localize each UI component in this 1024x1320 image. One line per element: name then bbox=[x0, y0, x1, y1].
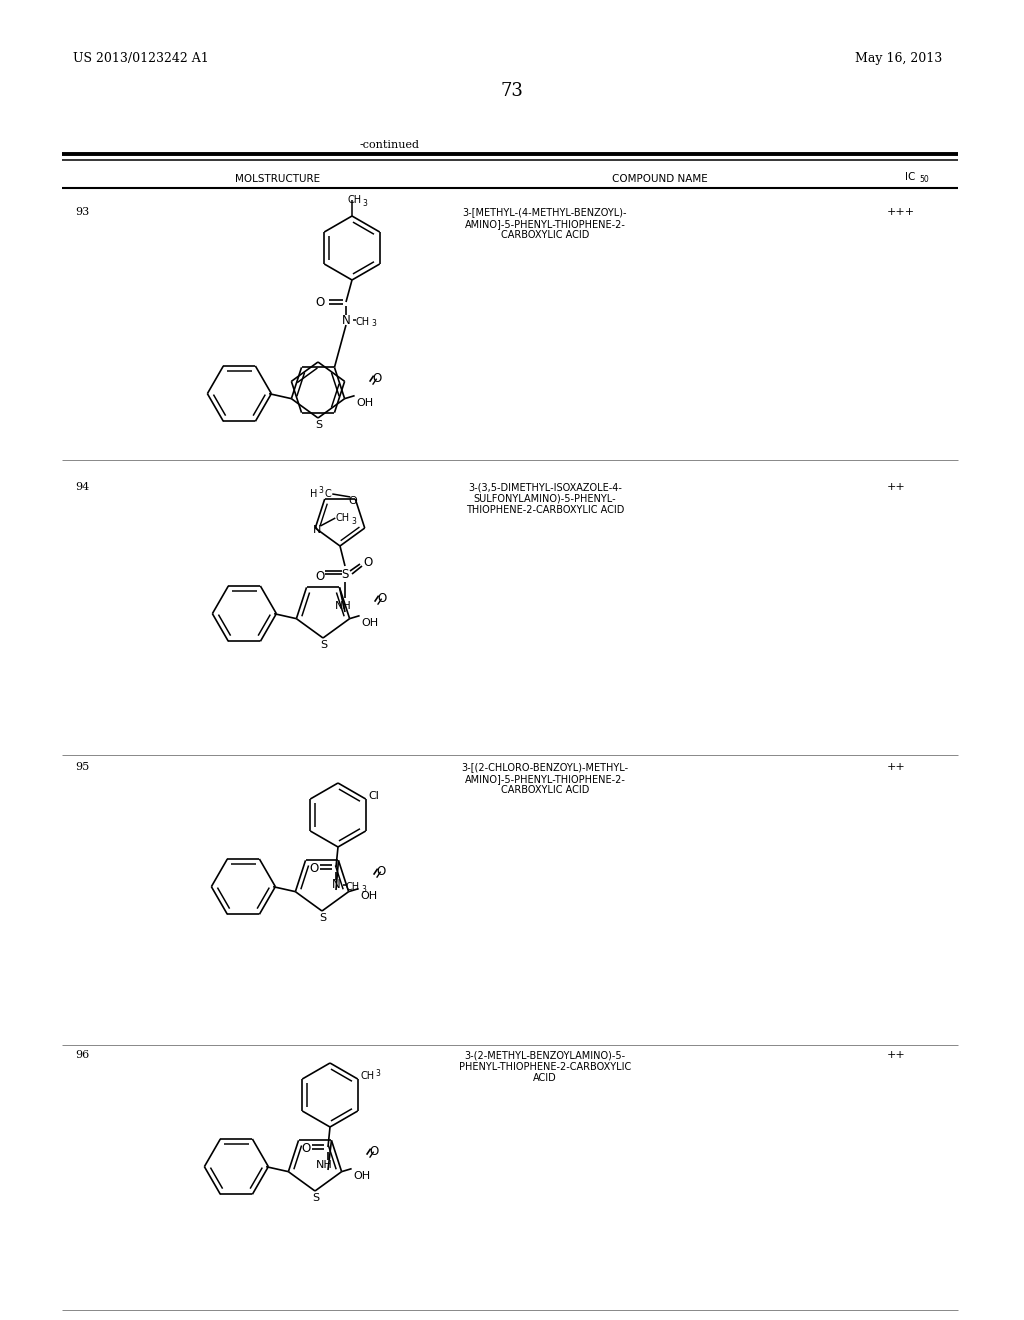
Text: 3-(2-METHYL-BENZOYLAMINO)-5-
PHENYL-THIOPHENE-2-CARBOXYLIC
ACID: 3-(2-METHYL-BENZOYLAMINO)-5- PHENYL-THIO… bbox=[459, 1049, 631, 1084]
Text: NH: NH bbox=[335, 601, 351, 611]
Text: O: O bbox=[362, 556, 373, 569]
Text: 3-[(2-CHLORO-BENZOYL)-METHYL-
AMINO]-5-PHENYL-THIOPHENE-2-
CARBOXYLIC ACID: 3-[(2-CHLORO-BENZOYL)-METHYL- AMINO]-5-P… bbox=[462, 762, 629, 795]
Text: O: O bbox=[369, 1146, 378, 1158]
Text: IC: IC bbox=[905, 172, 915, 182]
Text: ++: ++ bbox=[887, 762, 906, 772]
Text: 3: 3 bbox=[376, 1068, 381, 1077]
Text: ++: ++ bbox=[887, 482, 906, 492]
Text: NH: NH bbox=[315, 1160, 333, 1170]
Text: US 2013/0123242 A1: US 2013/0123242 A1 bbox=[73, 51, 209, 65]
Text: O: O bbox=[372, 372, 381, 385]
Text: 3: 3 bbox=[351, 516, 356, 525]
Text: O: O bbox=[315, 569, 325, 582]
Text: May 16, 2013: May 16, 2013 bbox=[855, 51, 942, 65]
Text: S: S bbox=[341, 568, 349, 581]
Text: CH: CH bbox=[356, 317, 370, 327]
Text: O: O bbox=[309, 862, 318, 874]
Text: OH: OH bbox=[353, 1171, 371, 1180]
Text: 94: 94 bbox=[75, 482, 89, 492]
Text: 93: 93 bbox=[75, 207, 89, 216]
Text: 96: 96 bbox=[75, 1049, 89, 1060]
Text: 3: 3 bbox=[318, 487, 324, 495]
Text: CH: CH bbox=[335, 513, 349, 523]
Text: N: N bbox=[332, 879, 340, 891]
Text: CH: CH bbox=[348, 195, 362, 205]
Text: H: H bbox=[310, 488, 317, 499]
Text: O: O bbox=[377, 593, 386, 605]
Text: O: O bbox=[348, 496, 356, 506]
Text: OH: OH bbox=[360, 891, 377, 900]
Text: 3: 3 bbox=[371, 319, 376, 329]
Text: 50: 50 bbox=[919, 176, 929, 183]
Text: MOLSTRUCTURE: MOLSTRUCTURE bbox=[236, 174, 321, 183]
Text: O: O bbox=[301, 1142, 310, 1155]
Text: COMPOUND NAME: COMPOUND NAME bbox=[612, 174, 708, 183]
Text: CH: CH bbox=[360, 1071, 375, 1081]
Text: -continued: -continued bbox=[360, 140, 420, 150]
Text: O: O bbox=[315, 296, 325, 309]
Text: O: O bbox=[376, 865, 385, 878]
Text: CH: CH bbox=[346, 882, 360, 892]
Text: 3: 3 bbox=[362, 198, 367, 207]
Text: S: S bbox=[312, 1193, 319, 1203]
Text: OH: OH bbox=[356, 397, 373, 408]
Text: 73: 73 bbox=[501, 82, 523, 100]
Text: +++: +++ bbox=[887, 207, 915, 216]
Text: S: S bbox=[315, 420, 323, 430]
Text: 3: 3 bbox=[361, 884, 366, 894]
Text: S: S bbox=[321, 640, 328, 649]
Text: 3-[METHYL-(4-METHYL-BENZOYL)-
AMINO]-5-PHENYL-THIOPHENE-2-
CARBOXYLIC ACID: 3-[METHYL-(4-METHYL-BENZOYL)- AMINO]-5-P… bbox=[463, 207, 628, 240]
Text: N: N bbox=[342, 314, 350, 326]
Text: OH: OH bbox=[361, 618, 378, 627]
Text: 95: 95 bbox=[75, 762, 89, 772]
Text: S: S bbox=[319, 913, 327, 923]
Text: N: N bbox=[313, 525, 322, 535]
Text: Cl: Cl bbox=[369, 791, 380, 801]
Text: 3-(3,5-DIMETHYL-ISOXAZOLE-4-
SULFONYLAMINO)-5-PHENYL-
THIOPHENE-2-CARBOXYLIC ACI: 3-(3,5-DIMETHYL-ISOXAZOLE-4- SULFONYLAMI… bbox=[466, 482, 625, 515]
Text: ++: ++ bbox=[887, 1049, 906, 1060]
Text: C: C bbox=[325, 488, 331, 499]
